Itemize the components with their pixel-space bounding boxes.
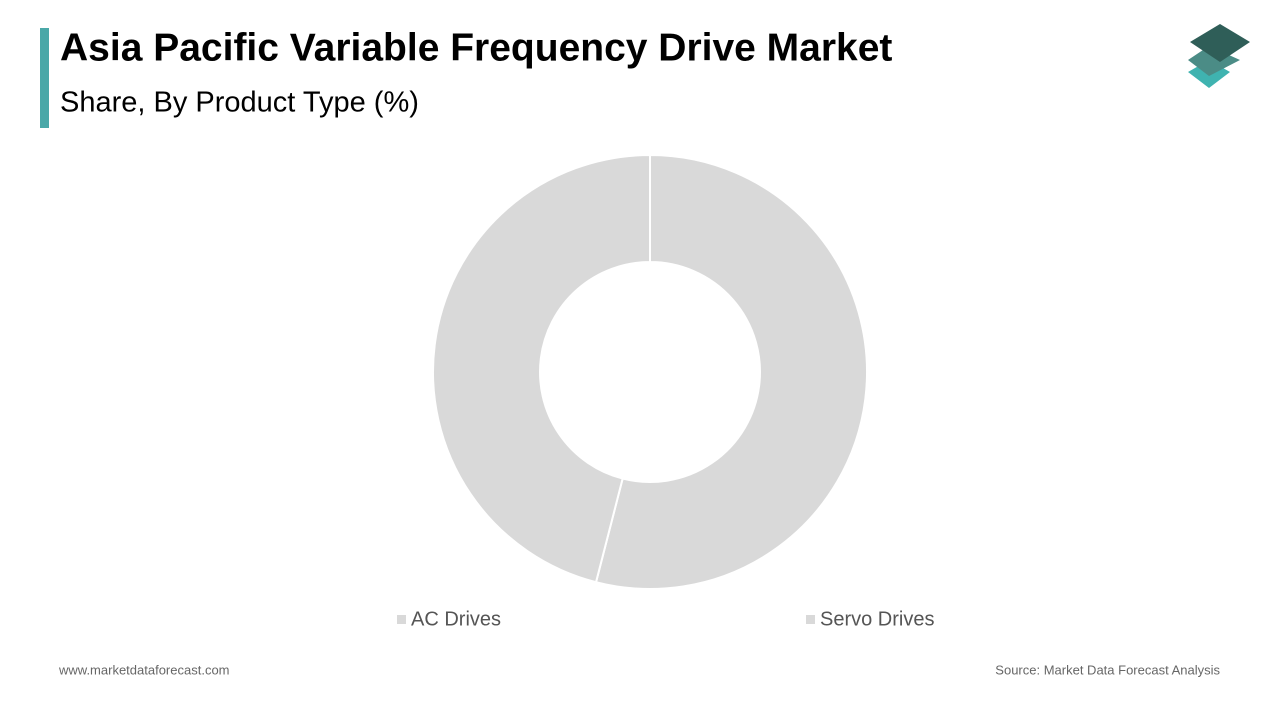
slice bbox=[594, 153, 868, 590]
legend-label: Servo Drives bbox=[820, 608, 934, 630]
chart-title: Asia Pacific Variable Frequency Drive Ma… bbox=[60, 26, 892, 69]
logo-layer bbox=[1188, 46, 1240, 76]
legend-label: AC Drives bbox=[411, 608, 501, 630]
source: Source: Market Data Forecast Analysis bbox=[995, 662, 1220, 677]
logo-layer bbox=[1190, 24, 1250, 62]
legend-marker bbox=[806, 615, 815, 624]
accent-bar bbox=[40, 28, 49, 128]
chart-subtitle: Share, By Product Type (%) bbox=[60, 87, 419, 119]
logo bbox=[1188, 24, 1250, 88]
legend-marker bbox=[397, 615, 406, 624]
website: www.marketdataforecast.com bbox=[58, 662, 230, 677]
slice bbox=[432, 153, 651, 584]
